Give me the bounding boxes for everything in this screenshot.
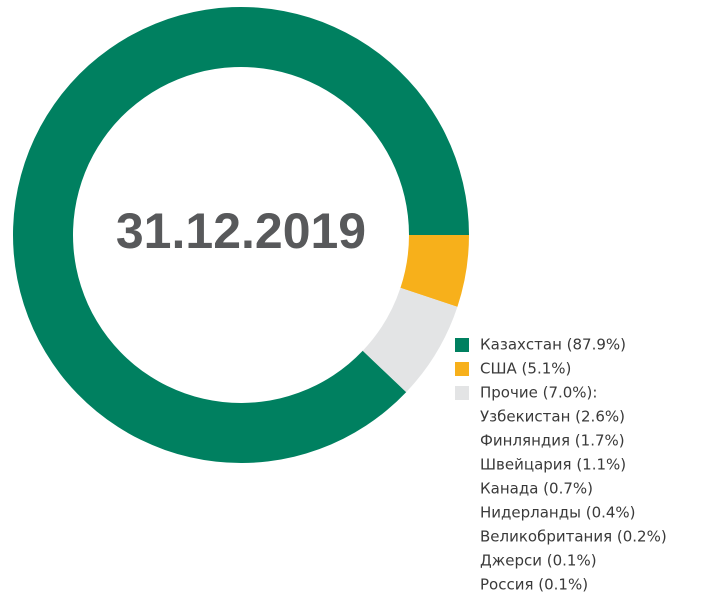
breakdown-label: Финляндия (1.7%) <box>480 432 625 450</box>
chart-title: 31.12.2019 <box>116 203 366 259</box>
donut-slice <box>362 287 458 393</box>
legend-label: Прочие (7.0%): <box>480 384 597 402</box>
breakdown-label: Канада (0.7%) <box>480 480 593 498</box>
breakdown-label: Джерси (0.1%) <box>480 552 597 570</box>
breakdown-label: Нидерланды (0.4%) <box>480 504 636 522</box>
breakdown-label: Великобритания (0.2%) <box>480 528 667 546</box>
breakdown-label: Россия (0.1%) <box>480 576 588 594</box>
legend-label: Казахстан (87.9%) <box>480 336 626 354</box>
legend-label: США (5.1%) <box>480 360 571 378</box>
legend-swatch <box>455 386 469 400</box>
donut-slice <box>400 235 469 307</box>
donut-slice <box>12 6 469 463</box>
legend-swatch <box>455 362 469 376</box>
breakdown-label: Швейцария (1.1%) <box>480 456 626 474</box>
breakdown-label: Узбекистан (2.6%) <box>480 408 625 426</box>
legend-swatch <box>455 338 469 352</box>
